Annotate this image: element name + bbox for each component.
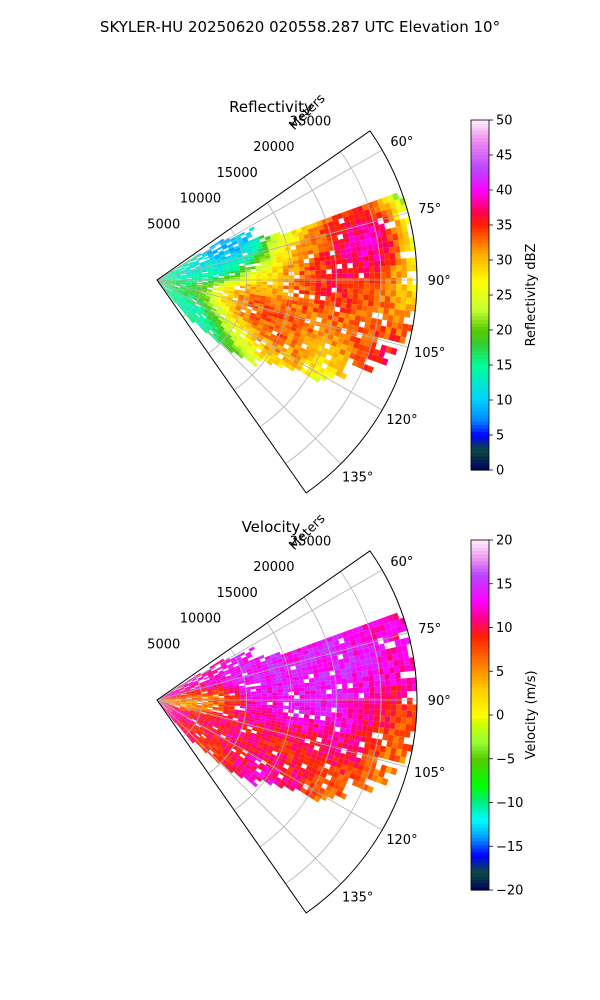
velocity-radial-tick-0: 5000 [147, 637, 180, 652]
reflectivity-azimuth-tick-1: 75° [418, 202, 441, 217]
reflectivity-azimuth-tick-2: 90° [428, 274, 451, 289]
velocity-panel: Velocity500010000150002000025000Meters60… [147, 511, 539, 914]
velocity-azimuth-line-4 [156, 699, 383, 831]
velocity-azimuth-line-0 [156, 569, 383, 701]
velocity-grid [156, 569, 417, 885]
reflectivity-radial-tick-1: 10000 [180, 192, 221, 207]
velocity-colorbar-tick-5: 5 [496, 665, 504, 680]
reflectivity-colorbar-tick-3: 15 [496, 359, 513, 374]
reflectivity-panel-title: Reflectivity [229, 98, 313, 116]
velocity-colorbar-tick-2: −10 [496, 796, 523, 811]
figure-title: SKYLER-HU 20250620 020558.287 UTC Elevat… [100, 18, 500, 36]
velocity-colorbar-tick-0: −20 [496, 884, 523, 899]
reflectivity-colorbar-tick-8: 40 [496, 184, 513, 199]
velocity-colorbar-tick-6: 10 [496, 621, 513, 636]
reflectivity-colorbar-tick-7: 35 [496, 219, 513, 234]
velocity-range-ring-1 [208, 648, 248, 774]
velocity-radial-tick-1: 10000 [180, 612, 221, 627]
reflectivity-colorbar-tick-5: 25 [496, 289, 513, 304]
reflectivity-sector-frame [156, 130, 418, 494]
reflectivity-range-ring-4 [285, 151, 382, 464]
velocity-azimuth-tick-2: 90° [428, 694, 451, 709]
reflectivity-radial-tick-0: 5000 [147, 217, 180, 232]
reflectivity-colorbar-tick-9: 45 [496, 149, 513, 164]
velocity-radial-tick-4: 25000 [290, 534, 331, 549]
velocity-azimuth-line-3 [156, 699, 409, 768]
reflectivity-azimuth-line-4 [156, 279, 383, 411]
velocity-colorbar-tick-3: −5 [496, 752, 515, 767]
velocity-radial-tick-2: 15000 [216, 586, 257, 601]
reflectivity-range-ring-3 [259, 176, 337, 428]
reflectivity-azimuth-tick-4: 120° [386, 413, 417, 428]
velocity-panel-title: Velocity [242, 518, 301, 536]
reflectivity-azimuth-tick-0: 60° [390, 135, 413, 150]
velocity-sector-frame [156, 550, 418, 914]
reflectivity-colorbar: 0 5 10 15 20 25 30 35 40 45 50 Reflectivity dBZ [470, 114, 539, 479]
velocity-colorbar: −20 −15 −10 −5 0 5 10 15 20 Velocity (m/s) [470, 534, 539, 899]
reflectivity-radial-tick-4: 25000 [290, 114, 331, 129]
velocity-colorbar-tick-7: 15 [496, 577, 513, 592]
velocity-azimuth-line-5 [156, 699, 342, 885]
reflectivity-colorbar-tick-6: 30 [496, 254, 513, 269]
reflectivity-grid [156, 149, 417, 465]
velocity-colorbar-tick-8: 20 [496, 534, 513, 549]
velocity-range-ring-3 [259, 596, 337, 848]
reflectivity-azimuth-tick-3: 105° [414, 346, 445, 361]
velocity-colorbar-tick-1: −15 [496, 840, 523, 855]
reflectivity-azimuth-tick-5: 135° [342, 471, 373, 486]
reflectivity-azimuth-line-5 [156, 279, 342, 465]
reflectivity-range-ring-2 [233, 202, 292, 391]
velocity-azimuth-tick-3: 105° [414, 766, 445, 781]
reflectivity-colorbar-tick-1: 5 [496, 429, 504, 444]
reflectivity-data-field [158, 192, 417, 383]
reflectivity-colorbar-tick-0: 0 [496, 464, 504, 479]
velocity-radial-tick-3: 20000 [253, 560, 294, 575]
reflectivity-colorbar-tick-4: 20 [496, 324, 513, 339]
reflectivity-azimuth-line-1 [156, 212, 409, 281]
velocity-azimuth-line-1 [156, 632, 409, 701]
reflectivity-panel: Reflectivity500010000150002000025000Mete… [147, 91, 539, 494]
reflectivity-radial-tick-3: 20000 [253, 140, 294, 155]
reflectivity-colorbar-tick-10: 50 [496, 114, 513, 129]
velocity-azimuth-tick-0: 60° [390, 555, 413, 570]
reflectivity-colorbar-label: Reflectivity dBZ [524, 244, 539, 347]
velocity-azimuth-tick-4: 120° [386, 833, 417, 848]
reflectivity-range-ring-1 [208, 228, 248, 354]
velocity-data-field [158, 612, 417, 803]
velocity-range-ring-4 [285, 571, 382, 884]
reflectivity-radial-tick-2: 15000 [216, 166, 257, 181]
velocity-azimuth-tick-5: 135° [342, 891, 373, 906]
velocity-range-ring-2 [233, 622, 292, 811]
reflectivity-azimuth-line-3 [156, 279, 409, 348]
velocity-azimuth-tick-1: 75° [418, 622, 441, 637]
reflectivity-colorbar-tick-2: 10 [496, 394, 513, 409]
reflectivity-azimuth-line-0 [156, 149, 383, 281]
velocity-colorbar-tick-4: 0 [496, 709, 504, 724]
velocity-colorbar-label: Velocity (m/s) [524, 670, 539, 759]
